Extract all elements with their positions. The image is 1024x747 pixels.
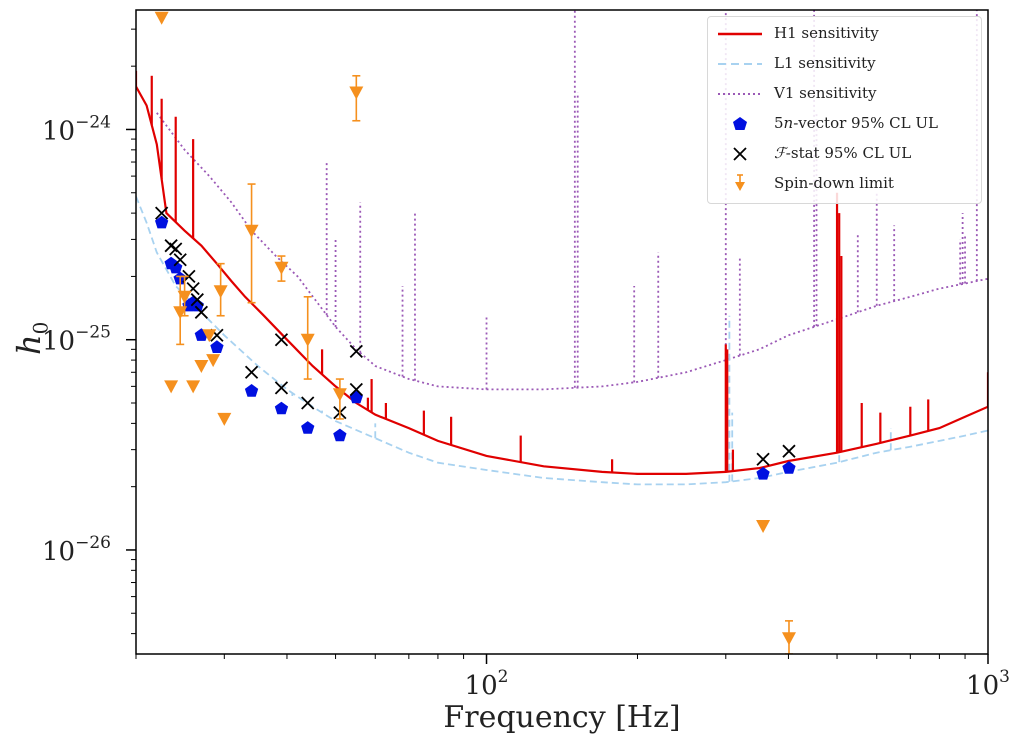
triangle-down-errorbar-icon <box>735 174 745 191</box>
legend-line-dashed-icon <box>718 63 762 65</box>
legend-label: 5n-vector 95% CL UL <box>774 114 938 132</box>
legend-item-5n-vector: 5n-vector 95% CL UL <box>708 111 981 137</box>
pentagon-marker-icon <box>733 117 747 130</box>
pentagon-marker <box>756 466 770 480</box>
triangle-down-marker <box>756 520 771 534</box>
triangle-down-marker <box>332 388 347 402</box>
triangle-down-marker <box>349 86 364 100</box>
legend-item-l1: L1 sensitivity <box>708 51 981 77</box>
x-marker <box>349 382 363 397</box>
x-marker <box>190 293 204 307</box>
y-tick-label: 10−26 <box>42 533 111 567</box>
x-marker <box>782 444 796 458</box>
legend-label: ℱ-stat 95% CL UL <box>774 144 912 162</box>
x-marker <box>274 333 289 347</box>
plot-markers <box>154 11 796 654</box>
pentagon-marker <box>155 215 169 229</box>
triangle-down-marker <box>217 412 232 426</box>
x-marker <box>349 344 363 359</box>
pentagon-marker <box>333 428 347 442</box>
pentagon-marker <box>169 260 183 274</box>
legend-label: H1 sensitivity <box>774 24 879 42</box>
triangle-down-marker <box>164 380 179 394</box>
x-marker <box>173 253 187 267</box>
triangle-down-marker <box>177 290 192 304</box>
legend-item-spin-down: Spin-down limit <box>708 171 981 197</box>
triangle-down-marker <box>154 11 169 25</box>
legend-item-h1: H1 sensitivity <box>708 21 981 47</box>
pentagon-marker <box>210 340 224 353</box>
x-marker <box>155 206 169 220</box>
legend-line-solid-icon <box>718 32 762 36</box>
x-marker <box>756 452 770 466</box>
triangle-down-marker <box>194 359 209 373</box>
pentagon-marker <box>782 461 796 474</box>
series-line-dashed <box>136 196 988 486</box>
x-marker <box>194 305 208 319</box>
triangle-down-marker <box>244 224 259 238</box>
pentagon-marker <box>349 390 363 404</box>
x-tick-label: 102 <box>465 667 509 701</box>
legend-item-f-stat: ℱ-stat 95% CL UL <box>708 141 981 167</box>
legend-label: V1 sensitivity <box>774 84 877 102</box>
legend-line-dotted-icon <box>718 93 762 95</box>
pentagon-marker <box>274 401 289 415</box>
triangle-down-marker <box>213 285 228 299</box>
x-axis-label: Frequency [Hz] <box>443 700 681 735</box>
x-axis-title: Frequency [Hz] <box>0 700 1024 735</box>
x-tick-label: 103 <box>966 667 1010 701</box>
pentagon-marker <box>244 384 259 397</box>
x-marker <box>244 365 259 379</box>
legend-label: L1 sensitivity <box>774 54 876 72</box>
triangle-down-marker <box>274 261 289 275</box>
x-marker <box>169 242 183 256</box>
x-marker <box>301 396 315 410</box>
triangle-down-marker <box>186 380 201 394</box>
x-marker-icon <box>733 147 747 161</box>
triangle-down-marker <box>300 333 315 347</box>
triangle-down-marker <box>202 329 217 343</box>
y-tick-label: 10−24 <box>42 112 111 146</box>
pentagon-marker <box>301 421 315 434</box>
y-axis-title: h0 <box>10 321 53 355</box>
legend: H1 sensitivity L1 sensitivity V1 sensiti… <box>707 16 982 204</box>
x-marker <box>274 381 289 395</box>
triangle-down-marker <box>173 306 188 320</box>
plot-area-frame <box>135 9 989 655</box>
legend-label: Spin-down limit <box>774 174 894 192</box>
triangle-down-marker <box>206 354 221 368</box>
legend-item-v1: V1 sensitivity <box>708 81 981 107</box>
triangle-down-marker <box>781 632 796 646</box>
